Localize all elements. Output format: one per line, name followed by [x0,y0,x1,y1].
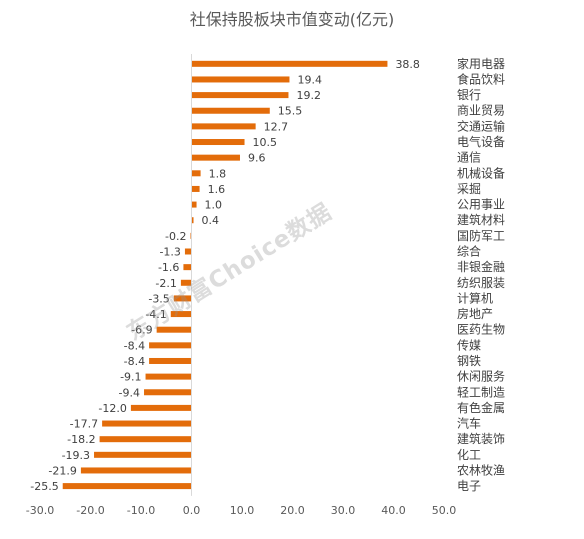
category-label: 交通运输 [457,118,505,133]
bar [170,311,192,318]
category-label: 公用事业 [457,198,505,212]
data-label: -8.4 [124,355,145,368]
bar [99,436,192,443]
category-label: 通信 [457,151,481,165]
category-label: 化工 [457,448,481,462]
data-label: 19.4 [297,73,322,86]
category-label: 电子 [457,479,481,493]
data-label: 0.4 [202,214,220,227]
bar [149,342,192,349]
data-label: 38.8 [395,58,420,71]
category-label: 建筑装饰 [457,431,505,446]
data-label: 12.7 [264,120,289,133]
bar [144,389,192,396]
data-label: -21.9 [48,464,76,477]
x-tick-label: 10.0 [230,504,255,517]
x-tick-label: -20.0 [76,504,104,517]
data-label: -3.5 [148,292,169,305]
bar [191,92,289,99]
category-label: 非银金融 [457,259,505,274]
bar [191,185,200,192]
data-label: -12.0 [98,402,126,415]
category-label: 钢铁 [457,354,481,368]
data-label: -9.4 [119,386,140,399]
data-label: -18.2 [67,433,95,446]
data-label: -2.1 [155,277,176,290]
data-label: -1.6 [158,261,179,274]
bar [191,154,240,161]
bar [183,264,192,271]
category-label: 休闲服务 [457,369,505,384]
x-tick-label: 40.0 [381,504,406,517]
category-label: 传媒 [457,337,481,352]
bar [62,483,192,490]
bar [149,357,192,364]
data-label: 10.5 [253,136,278,149]
bar [191,170,201,177]
data-label: 1.6 [208,183,226,196]
category-label: 计算机 [457,290,493,305]
category-label: 采掘 [457,181,481,196]
bar [191,139,245,146]
bar [191,107,270,114]
bar [191,76,290,83]
bar [184,248,192,255]
category-label: 农林牧渔 [457,463,505,477]
data-label: -4.1 [145,308,166,321]
bar [94,451,192,458]
category-label: 食品饮料 [457,71,505,86]
data-label: 9.6 [248,152,265,165]
category-label: 家用电器 [457,56,505,71]
category-label: 国防军工 [457,228,505,243]
category-label: 建筑材料 [457,212,505,227]
bar [80,467,192,474]
data-label: -6.9 [131,324,152,337]
bar [191,201,197,208]
bar [191,217,194,224]
category-label: 纺织服装 [457,276,505,290]
bar [180,279,192,286]
x-tick-label: 50.0 [432,504,457,517]
data-label: 1.0 [205,199,223,212]
category-label: 医药生物 [457,323,505,337]
data-label: -17.7 [70,418,98,431]
category-label: 银行 [457,88,481,102]
data-label: -25.5 [30,480,58,493]
category-label: 商业贸易 [457,103,505,118]
category-label: 汽车 [457,416,481,431]
category-label: 房地产 [457,306,493,321]
chart-title: 社保持股板块市值变动(亿元) [189,10,395,29]
bar [130,404,192,411]
data-label: -0.2 [165,230,186,243]
category-label: 电气设备 [457,134,505,149]
category-label: 综合 [457,244,481,259]
data-label: 1.8 [209,167,227,180]
x-tick-label: -10.0 [127,504,155,517]
data-label: -19.3 [62,449,90,462]
bar [156,326,192,333]
bar [190,232,192,239]
bar [145,373,192,380]
bar [173,295,192,302]
x-tick-label: 0.0 [183,504,201,517]
data-label: -9.1 [120,371,141,384]
category-label: 机械设备 [457,165,505,180]
x-tick-label: 20.0 [280,504,305,517]
data-label: -8.4 [124,339,145,352]
bar [191,60,388,67]
x-tick-label: -30.0 [26,504,54,517]
data-label: 19.2 [296,89,321,102]
x-tick-label: 30.0 [331,504,356,517]
category-label: 轻工制造 [457,385,505,399]
data-label: 15.5 [278,105,303,118]
data-label: -1.3 [159,246,180,259]
bar [191,123,256,130]
bar [102,420,192,427]
category-label: 有色金属 [457,400,505,415]
